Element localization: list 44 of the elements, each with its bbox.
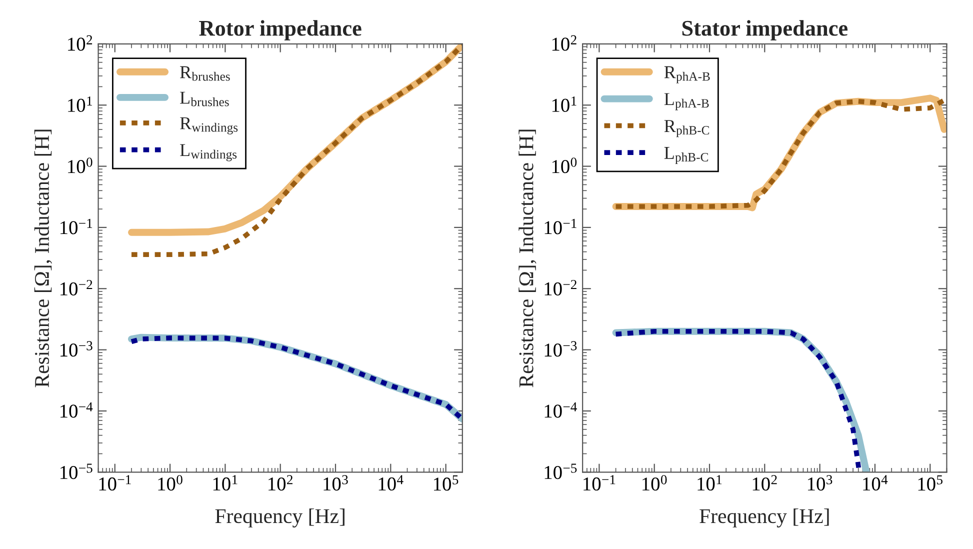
legend-label: R$_{windings}$	[180, 117, 238, 134]
legend-label: R$_{brushes}$	[180, 66, 230, 81]
x-tick-label: 10$^{−1}$	[584, 475, 616, 491]
y-tick-label: 10$^{1}$	[68, 96, 92, 112]
x-tick-label: 10$^{1}$	[698, 475, 722, 491]
legend-label: L$_{brushes}$	[180, 92, 229, 106]
y-tick-label: 10$^{−2}$	[60, 280, 92, 296]
chart-title: Rotor impedance	[199, 20, 362, 40]
legend-label: L$_{phA-B}$	[664, 93, 709, 110]
x-tick-label: 10$^{5}$	[434, 475, 458, 491]
x-tick-label: 10$^{2}$	[752, 475, 777, 491]
y-tick-label: 10$^{−4}$	[544, 402, 577, 418]
y-tick-label: 10$^{−5}$	[544, 464, 577, 480]
y-tick-label: 10$^{−3}$	[544, 341, 577, 357]
legend-label: R$_{phB-C}$	[664, 120, 710, 138]
legend-label: L$_{phB-C}$	[664, 147, 708, 164]
y-tick-label: 10$^{−3}$	[60, 341, 92, 357]
y-tick-label: 10$^{−1}$	[60, 218, 92, 234]
chart-title: Stator impedance	[682, 20, 848, 40]
x-tick-label: 10$^{−1}$	[99, 475, 131, 491]
y-axis-title: Resistance [Ω], Inductance [H]	[34, 130, 52, 388]
x-tick-label: 10$^{3}$	[324, 475, 348, 491]
legend-label: L$_{windings}$	[180, 144, 237, 162]
legend-label: R$_{phA-B}$	[664, 66, 710, 84]
x-tick-label: 10$^{0}$	[158, 475, 182, 491]
x-tick-label: 10$^{5}$	[918, 475, 942, 491]
y-tick-label: 10$^{2}$	[552, 35, 576, 51]
x-tick-label: 10$^{0}$	[642, 475, 667, 491]
x-tick-label: 10$^{4}$	[378, 475, 404, 491]
y-tick-label: 10$^{1}$	[552, 96, 576, 112]
y-tick-label: 10$^{0}$	[552, 158, 577, 174]
x-tick-label: 10$^{3}$	[808, 475, 832, 491]
y-tick-label: 10$^{−4}$	[60, 402, 93, 418]
y-axis-title: Resistance [Ω], Inductance [H]	[518, 130, 536, 388]
x-axis-title: Frequency [Hz]	[700, 508, 829, 528]
y-tick-label: 10$^{0}$	[68, 158, 92, 174]
y-tick-label: 10$^{−1}$	[544, 218, 576, 234]
y-tick-label: 10$^{−5}$	[60, 464, 92, 480]
x-axis-title: Frequency [Hz]	[215, 508, 344, 528]
x-tick-label: 10$^{4}$	[863, 475, 888, 491]
y-tick-label: 10$^{−2}$	[544, 280, 576, 296]
x-tick-label: 10$^{2}$	[268, 475, 292, 491]
y-tick-label: 10$^{2}$	[68, 35, 92, 51]
x-tick-label: 10$^{1}$	[213, 475, 238, 491]
